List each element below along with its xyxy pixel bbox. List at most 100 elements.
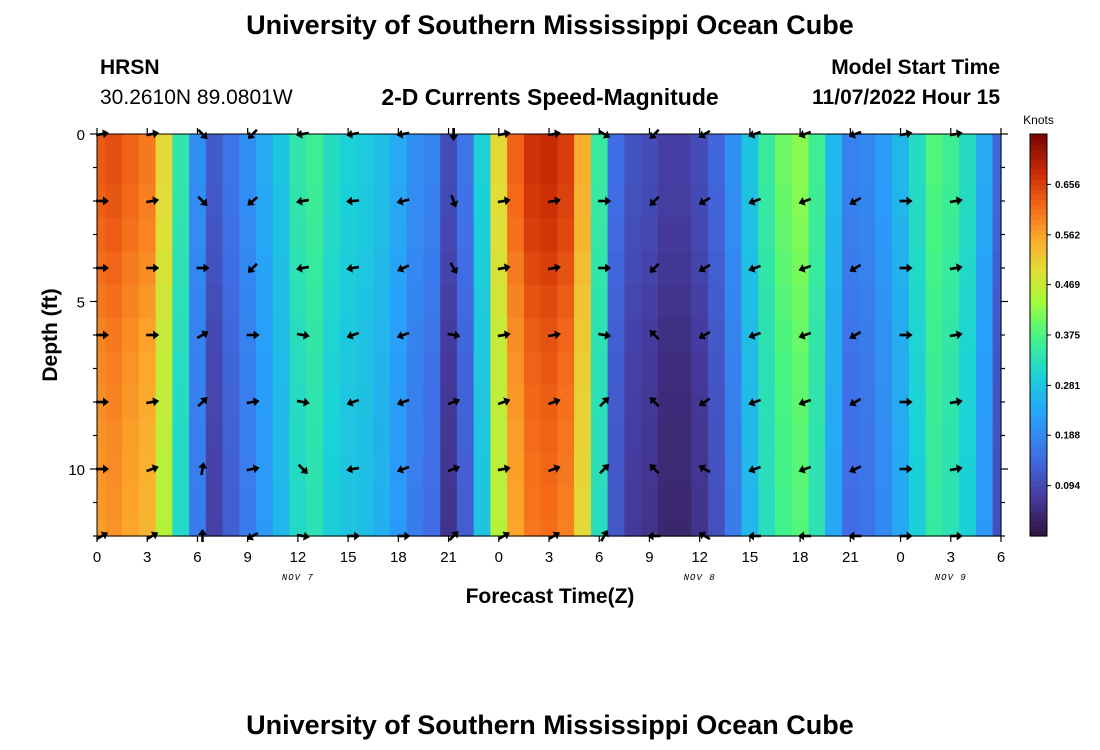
x-tick-label: 3 — [545, 549, 553, 566]
heatmap-cell — [105, 452, 123, 487]
colorbar-segment — [1030, 189, 1047, 195]
heatmap-cell — [507, 318, 525, 353]
heatmap-cell — [256, 418, 274, 453]
heatmap-cell — [641, 134, 659, 152]
colorbar-tick-label: 0.188 — [1055, 431, 1080, 442]
heatmap-cell — [741, 351, 759, 386]
heatmap-cell — [574, 385, 592, 420]
heatmap-cell — [641, 150, 659, 185]
current-arrow — [297, 463, 308, 474]
current-arrow — [397, 264, 410, 273]
heatmap-cell — [205, 351, 224, 386]
colorbar-tick-label: 0.375 — [1055, 331, 1080, 342]
heatmap-cell — [222, 184, 240, 219]
heatmap-cell — [222, 318, 240, 353]
heatmap-cell — [708, 150, 726, 185]
heatmap-cell — [172, 217, 190, 252]
x-tick-label: 0 — [495, 549, 503, 566]
colorbar-segment — [1030, 164, 1047, 170]
heatmap-cell — [590, 485, 609, 520]
heatmap-cell — [758, 284, 776, 319]
heatmap-cell — [323, 184, 341, 219]
heatmap-cell — [607, 318, 625, 353]
y-tick-label: 5 — [77, 295, 85, 312]
heatmap-cell — [590, 217, 609, 252]
heatmap-cell — [674, 418, 692, 453]
heatmap-cell — [858, 134, 876, 152]
heatmap-cell — [825, 134, 843, 152]
heatmap-cell — [97, 418, 106, 453]
heatmap-cell — [657, 418, 676, 453]
heatmap-cell — [825, 452, 843, 487]
heatmap-cell — [925, 318, 943, 353]
heatmap-cell — [239, 284, 257, 319]
heatmap-cell — [975, 351, 994, 386]
heatmap-cell — [423, 184, 441, 219]
current-arrow — [497, 196, 511, 206]
heatmap-cell — [959, 452, 977, 487]
x-tick-label: 3 — [947, 549, 955, 566]
heatmap-cell — [289, 519, 307, 537]
current-arrow — [598, 196, 612, 206]
heatmap-cell — [557, 318, 575, 353]
heatmap-cell — [607, 284, 625, 319]
heatmap-cell — [356, 251, 374, 286]
heatmap-cell — [189, 150, 207, 185]
heatmap-cell — [523, 452, 542, 487]
heatmap-cell — [105, 519, 123, 537]
current-arrow — [849, 465, 862, 474]
heatmap-cell — [356, 134, 374, 152]
heatmap-cell — [356, 184, 374, 219]
heatmap-cell — [691, 217, 709, 252]
heatmap-cell — [875, 284, 893, 319]
heatmap-cell — [641, 217, 659, 252]
heatmap-cell — [674, 485, 692, 520]
heatmap-cell — [775, 485, 793, 520]
heatmap-cell — [356, 452, 374, 487]
heatmap-cell — [875, 184, 893, 219]
current-arrow — [396, 398, 410, 407]
heatmap-cell — [490, 284, 508, 319]
heatmap-cell — [122, 284, 140, 319]
heatmap-cell — [758, 318, 776, 353]
heatmap-cell — [440, 184, 458, 219]
heatmap-cell — [942, 217, 960, 252]
heatmap-cell — [590, 284, 609, 319]
heatmap-cell — [657, 134, 676, 152]
colorbar-segment — [1030, 480, 1047, 487]
heatmap-cell — [423, 150, 441, 185]
heatmap-cell — [992, 519, 1002, 537]
heatmap-cell — [758, 385, 776, 420]
heatmap-cell — [172, 418, 190, 453]
heatmap-cell — [205, 485, 224, 520]
current-arrow — [798, 398, 812, 407]
heatmap-cell — [440, 418, 458, 453]
current-arrow — [447, 330, 461, 340]
heatmap-cell — [858, 485, 876, 520]
heatmap-cell — [523, 134, 542, 152]
heatmap-cell — [791, 519, 809, 537]
heatmap-cell — [641, 284, 659, 319]
heatmap-cell — [791, 284, 809, 319]
current-arrow — [497, 263, 511, 273]
heatmap-cell — [992, 452, 1002, 487]
heatmap-cell — [808, 251, 826, 286]
colorbar-segment — [1030, 395, 1047, 401]
heatmap-cell — [741, 284, 759, 319]
heatmap-cell — [523, 284, 542, 319]
heatmap-cell — [708, 485, 726, 520]
current-arrow — [146, 464, 159, 473]
heatmap-cell — [289, 134, 307, 152]
heatmap-cell — [373, 134, 391, 152]
heatmap-cell — [574, 485, 592, 520]
current-arrow — [296, 263, 310, 273]
heatmap-cell — [758, 351, 776, 386]
current-arrow — [447, 464, 461, 473]
heatmap-cell — [456, 351, 475, 386]
current-arrow — [649, 330, 660, 341]
heatmap-cell — [691, 284, 709, 319]
heatmap-cell — [992, 385, 1002, 420]
heatmap-cell — [574, 452, 592, 487]
colorbar-segment — [1030, 329, 1047, 336]
heatmap-cell — [473, 385, 491, 420]
